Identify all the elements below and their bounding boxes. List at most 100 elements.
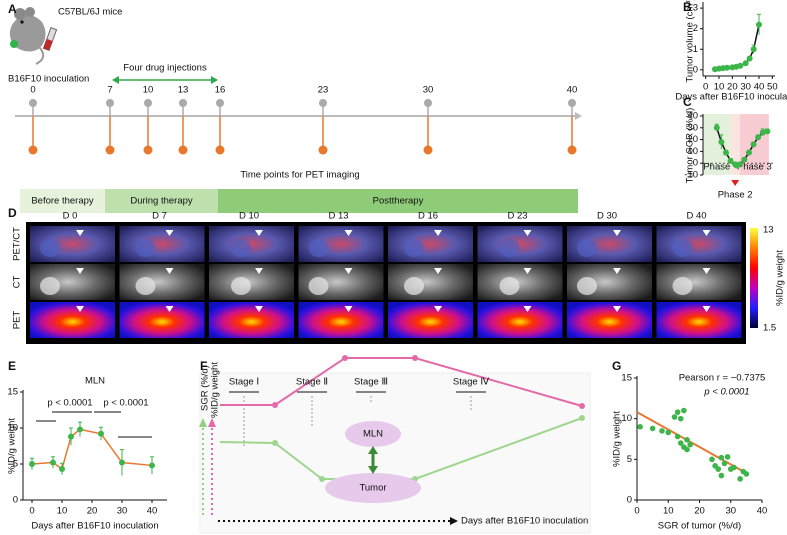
- x-axis-label: SGR of tumor (%/d): [658, 521, 741, 532]
- data-point: [764, 128, 771, 135]
- annotation: Pearson r = −0.7375: [679, 373, 766, 384]
- column-label: D 10: [239, 211, 259, 222]
- data-point: [665, 429, 672, 436]
- phase-label: Phase 1: [703, 161, 738, 172]
- marker-triangle: [344, 306, 353, 312]
- data-point: [637, 424, 643, 430]
- y-tick-label: 1: [693, 44, 698, 55]
- data-point: [750, 46, 757, 53]
- data-point: [750, 141, 757, 148]
- data-point: [687, 441, 693, 448]
- column-label: D 0: [63, 211, 78, 222]
- data-point: [756, 21, 762, 28]
- pet-caption: Time points for PET imaging: [240, 170, 359, 181]
- pin-grey: [179, 99, 187, 107]
- scan-image: [388, 264, 473, 300]
- scan-image: [209, 226, 294, 262]
- scan-image: [477, 302, 563, 338]
- injections-label: Four drug injections: [123, 63, 207, 74]
- marker-triangle: [76, 230, 84, 236]
- scan-image: [656, 226, 742, 262]
- marker-triangle: [255, 306, 263, 312]
- marker-triangle: [255, 268, 263, 274]
- y-tick-label: 15: [621, 373, 632, 384]
- marker-triangle: [702, 230, 711, 236]
- panel-label: F: [200, 359, 207, 373]
- marker-triangle: [702, 306, 711, 312]
- data-point: [724, 454, 731, 460]
- organ: [672, 277, 693, 295]
- x-tick-label: 20: [694, 506, 705, 517]
- organ: [577, 277, 597, 295]
- column-label: D 7: [152, 211, 167, 222]
- data-point: [68, 433, 74, 440]
- organ: [135, 277, 156, 295]
- scan-image: [119, 302, 205, 338]
- y-tick-label: 40: [687, 111, 698, 122]
- scan-image: [567, 302, 652, 338]
- panel-f-schematic: [199, 355, 591, 534]
- data-point: [718, 138, 725, 145]
- data-point: [677, 440, 684, 446]
- y-tick-label: 20: [687, 134, 698, 145]
- y-axis-label: Tumor SGR (%/d): [685, 108, 696, 184]
- data-point: [742, 60, 749, 67]
- scan-image: [209, 264, 294, 300]
- phase-label: Posttherapy: [373, 196, 424, 207]
- data-point: [721, 460, 728, 467]
- scan-image: [30, 302, 115, 338]
- organ: [231, 239, 251, 257]
- marker-triangle: [434, 268, 442, 274]
- data-point: [724, 64, 730, 71]
- y-axis-label: %ID/g weight: [210, 362, 221, 418]
- data-point: [29, 461, 35, 467]
- colorbar-min: 1.5: [763, 323, 776, 334]
- y-tick-label: 10: [7, 423, 18, 434]
- timepoint-label: 0: [30, 85, 35, 96]
- scan-image: [298, 302, 384, 338]
- y-tick-label: 5: [13, 459, 18, 470]
- marker-triangle: [523, 268, 532, 274]
- organ: [308, 277, 329, 295]
- y-axis-label: %ID/g weight: [612, 411, 623, 467]
- data-point: [98, 430, 104, 437]
- x-tick-label: 30: [725, 506, 736, 517]
- annotation: p < 0.0001: [47, 398, 92, 409]
- y-axis-label: SGR (%/d): [200, 365, 211, 411]
- marker-triangle: [344, 268, 353, 274]
- data-point: [715, 466, 722, 472]
- x-tick-label: 0: [703, 82, 708, 93]
- stage-label: Stage Ⅰ: [229, 377, 259, 388]
- inoculation-label: B16F10 inoculation: [8, 74, 89, 85]
- pin-orange: [105, 145, 115, 155]
- timepoint-label: 7: [107, 85, 112, 96]
- data-point: [59, 466, 65, 473]
- annotation: p < 0.0001: [703, 387, 749, 398]
- organ: [404, 277, 424, 295]
- data-point: [674, 409, 681, 415]
- data-point: [671, 414, 678, 420]
- timepoint-label: 16: [215, 85, 226, 96]
- data-point: [677, 415, 684, 422]
- data-point: [718, 472, 725, 479]
- x-tick-label: 20: [87, 506, 98, 517]
- data-point: [737, 62, 744, 69]
- colorbar-max: 13: [763, 225, 774, 236]
- pin-orange: [567, 145, 577, 155]
- x-axis-label: Days after B16F10 inoculation: [675, 92, 787, 103]
- scan-image: [119, 264, 205, 300]
- marker-triangle: [434, 230, 442, 236]
- timepoint-label: 13: [178, 85, 189, 96]
- organ: [499, 277, 520, 295]
- marker-triangle: [613, 230, 621, 236]
- scan-image: [388, 302, 473, 338]
- x-tick-label: 40: [147, 506, 158, 517]
- pin-orange: [423, 145, 433, 155]
- data-point: [713, 124, 720, 131]
- x-tick-label: 30: [117, 506, 128, 517]
- pin-grey: [319, 99, 327, 107]
- data-point: [119, 459, 125, 466]
- panel-label: D: [8, 206, 17, 220]
- organ: [40, 239, 60, 257]
